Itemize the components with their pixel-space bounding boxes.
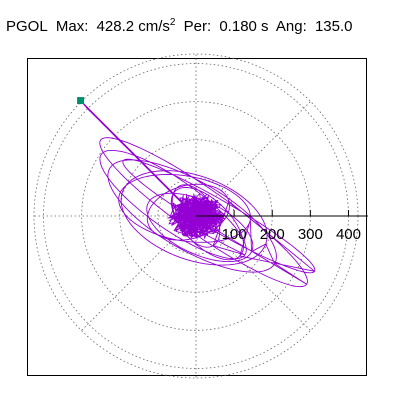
radial-tick-label: 200: [260, 226, 285, 243]
period-label: Per:: [183, 18, 212, 35]
radial-tick-label: 100: [222, 226, 247, 243]
grid-spoke: [195, 215, 311, 331]
radial-tick-label: 300: [298, 226, 323, 243]
radial-axis: 100 200 300 400: [196, 210, 368, 243]
max-value: 428.2 cm/s2: [96, 17, 176, 35]
period-value: 0.180 s: [219, 18, 269, 35]
station-name: PGOL: [6, 18, 48, 35]
peak-marker: [77, 97, 85, 105]
grid-spoke: [81, 215, 197, 331]
radial-tick-label: 400: [336, 226, 361, 243]
acceleration-trace: [80, 100, 316, 288]
angle-label: Ang:: [275, 18, 307, 35]
plot-title: PGOL Max: 428.2 cm/s2 Per: 0.180 s Ang: …: [6, 17, 356, 35]
plot-frame: [27, 58, 367, 376]
angle-value: 135.0: [314, 18, 353, 35]
peak-marker-square: [77, 97, 85, 105]
max-label: Max:: [55, 18, 89, 35]
trace-path: [80, 100, 316, 288]
grid-spoke: [195, 101, 311, 217]
